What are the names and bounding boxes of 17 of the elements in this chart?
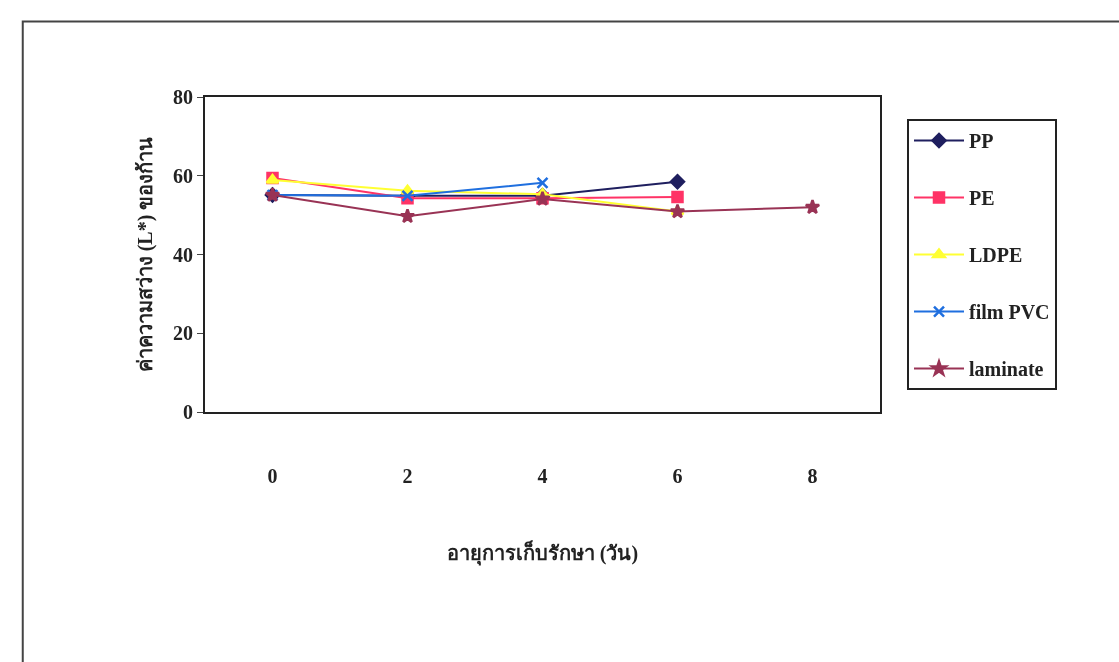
y-tick-label: 40 (173, 243, 193, 266)
legend-label: LDPE (969, 244, 1023, 267)
y-tick-label: 20 (173, 322, 193, 345)
legend-label: laminate (969, 358, 1044, 381)
x-tick-label: 0 (267, 465, 278, 487)
y-tick-label: 60 (173, 164, 193, 187)
x-tick-label: 8 (807, 465, 818, 487)
legend-label: PE (969, 187, 995, 210)
y-axis-title: ค่าความสว่าง (L*) ของก้าน (134, 136, 157, 373)
y-tick-label: 80 (173, 86, 193, 108)
x-tick-label: 2 (402, 465, 413, 487)
legend-label: film PVC (969, 301, 1050, 324)
x-axis-title: อายุการเก็บรักษา (วัน) (446, 540, 639, 566)
x-tick-label: 4 (537, 465, 548, 487)
x-tick-label: 6 (672, 465, 683, 487)
legend-label: PP (969, 130, 994, 153)
y-tick-label: 0 (183, 401, 193, 423)
